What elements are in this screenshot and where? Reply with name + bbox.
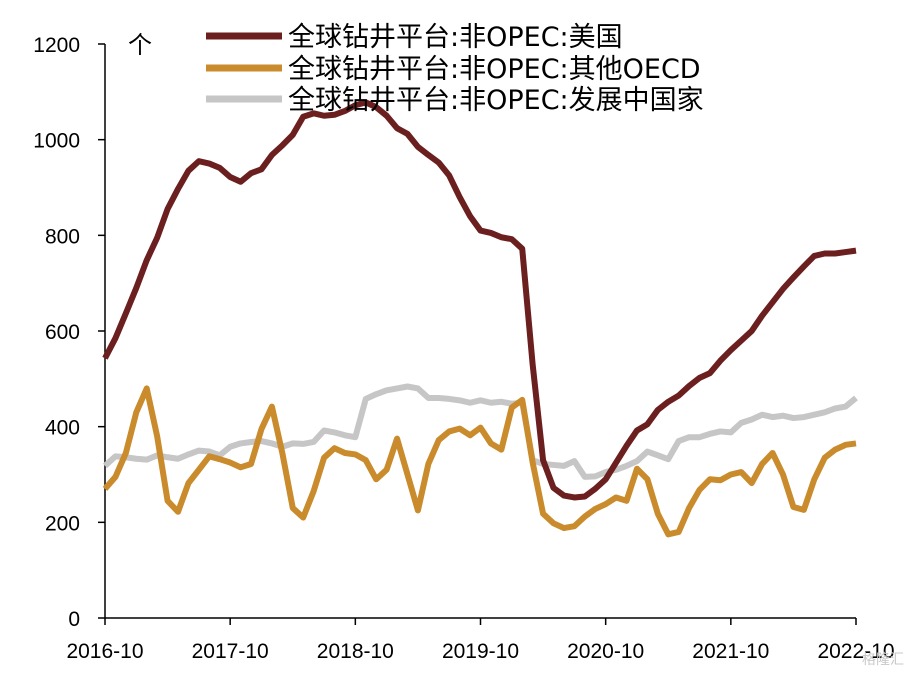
x-tick-label: 2016-10 — [66, 640, 143, 663]
y-tick-label: 600 — [45, 321, 80, 344]
series-line-1 — [102, 99, 857, 501]
axes: 0 200 400 600 800 1000 1200 2016-10 2017-10 2018-… — [33, 34, 894, 663]
x-tick-label: 2020-10 — [567, 640, 644, 663]
legend-label-3: 全球钻井平台:非OPEC:发展中国家 — [288, 85, 704, 116]
y-unit-label: 个 — [128, 31, 152, 59]
y-tick-label: 200 — [45, 512, 80, 535]
legend-label-1: 全球钻井平台:非OPEC:美国 — [288, 22, 623, 53]
y-tick-label: 1000 — [33, 130, 80, 153]
x-tick-label: 2021-10 — [692, 640, 769, 663]
y-tick-label: 1200 — [33, 34, 80, 57]
x-tick-label: 2017-10 — [192, 640, 269, 663]
y-tick-label: 800 — [45, 225, 80, 248]
legend-label-2: 全球钻井平台:非OPEC:其他OECD — [288, 54, 701, 85]
series-line-2 — [102, 385, 857, 538]
series-line-3 — [102, 383, 858, 480]
y-tick-label: 0 — [68, 608, 80, 631]
x-tick-label: 2019-10 — [442, 640, 519, 663]
x-tick-label: 2018-10 — [317, 640, 394, 663]
x-tick-label: 2022-10 — [817, 640, 894, 663]
legend: 全球钻井平台:非OPEC:美国全球钻井平台:非OPEC:其他OECD全球钻井平台… — [206, 22, 704, 116]
watermark-text: 格隆汇 — [862, 652, 904, 668]
series-group — [102, 99, 858, 538]
y-tick-label: 400 — [45, 417, 80, 440]
